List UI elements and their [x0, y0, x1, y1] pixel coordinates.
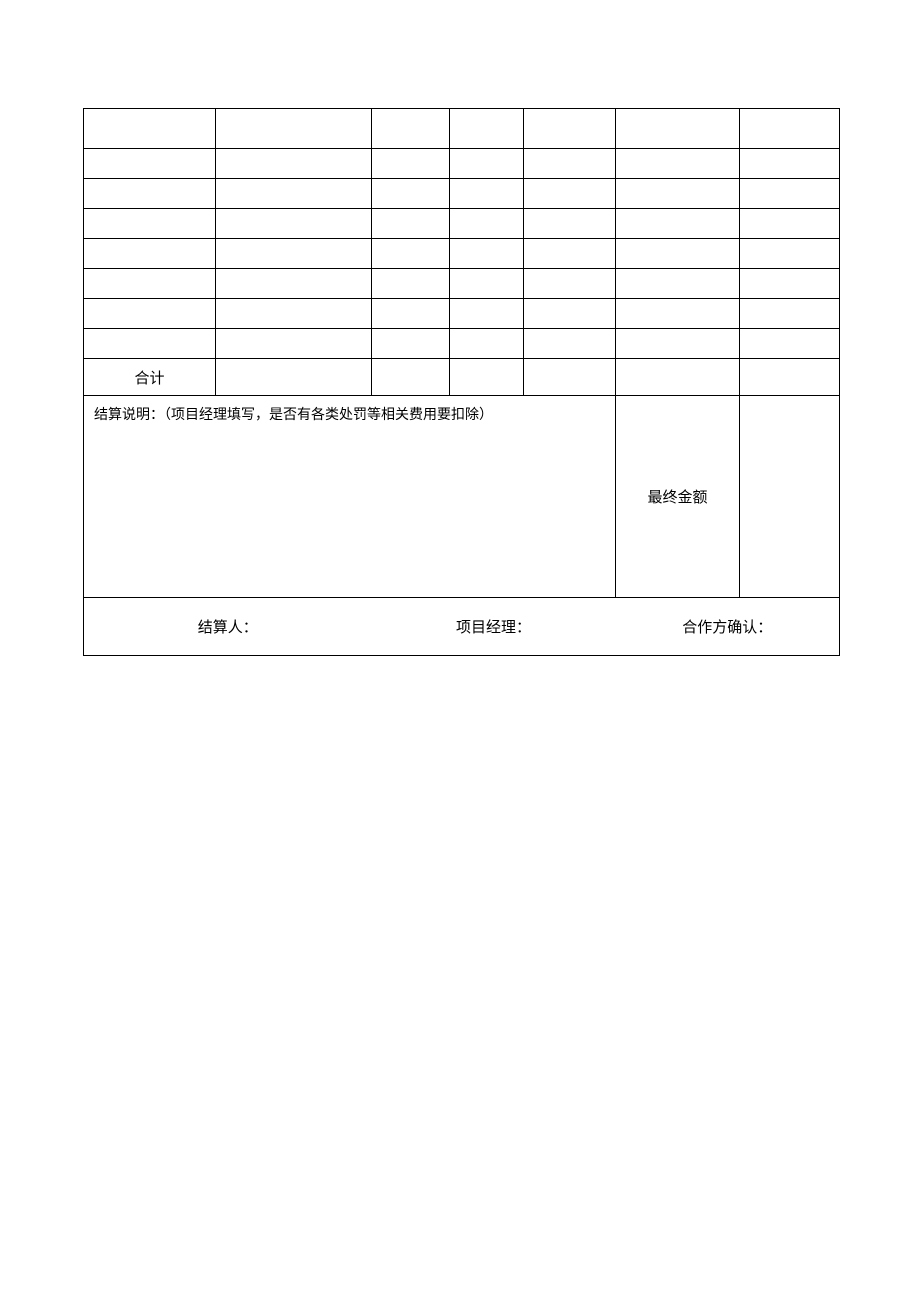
- table-cell: [740, 239, 840, 269]
- table-cell: [216, 239, 372, 269]
- table-cell: [372, 149, 450, 179]
- table-cell: [616, 109, 740, 149]
- table-cell: [740, 359, 840, 396]
- settlement-note-row: 结算说明：（项目经理填写，是否有各类处罚等相关费用要扣除） 最终金额: [84, 396, 840, 598]
- table-row: [84, 109, 840, 149]
- table-row: [84, 329, 840, 359]
- table-cell: [216, 179, 372, 209]
- table-cell: [450, 269, 524, 299]
- table-cell: [524, 299, 616, 329]
- table-row: [84, 209, 840, 239]
- table-cell: [740, 269, 840, 299]
- table-cell: [524, 329, 616, 359]
- table-cell: [616, 299, 740, 329]
- total-label-cell: 合计: [84, 359, 216, 396]
- table-cell: [84, 239, 216, 269]
- settlement-table-container: 合计 结算说明：（项目经理填写，是否有各类处罚等相关费用要扣除） 最终金额 结算…: [83, 108, 839, 656]
- table-cell: [372, 299, 450, 329]
- table-cell: [524, 109, 616, 149]
- total-row: 合计: [84, 359, 840, 396]
- table-row: [84, 179, 840, 209]
- table-cell: [216, 359, 372, 396]
- table-cell: [450, 329, 524, 359]
- table-cell: [84, 329, 216, 359]
- table-row: [84, 269, 840, 299]
- table-cell: [216, 269, 372, 299]
- table-cell: [616, 209, 740, 239]
- final-amount-label-cell: 最终金额: [616, 396, 740, 598]
- table-cell: [524, 359, 616, 396]
- table-cell: [616, 239, 740, 269]
- signature-row: 结算人： 项目经理： 合作方确认：: [84, 598, 840, 656]
- table-cell: [616, 329, 740, 359]
- table-cell: [740, 209, 840, 239]
- table-cell: [450, 299, 524, 329]
- table-cell: [84, 109, 216, 149]
- table-cell: [450, 359, 524, 396]
- table-cell: [524, 239, 616, 269]
- table-cell: [740, 179, 840, 209]
- table-cell: [372, 239, 450, 269]
- table-cell: [616, 149, 740, 179]
- table-row: [84, 239, 840, 269]
- table-cell: [372, 179, 450, 209]
- table-cell: [216, 149, 372, 179]
- table-cell: [524, 269, 616, 299]
- table-cell: [616, 179, 740, 209]
- partner-confirm-signature-cell: 合作方确认：: [616, 598, 840, 656]
- table-cell: [740, 149, 840, 179]
- table-cell: [450, 209, 524, 239]
- table-cell: [524, 209, 616, 239]
- settlement-note-cell: 结算说明：（项目经理填写，是否有各类处罚等相关费用要扣除）: [84, 396, 616, 598]
- table-cell: [524, 179, 616, 209]
- settlement-table: 合计 结算说明：（项目经理填写，是否有各类处罚等相关费用要扣除） 最终金额 结算…: [83, 108, 840, 656]
- table-cell: [84, 149, 216, 179]
- table-cell: [216, 209, 372, 239]
- table-cell: [372, 359, 450, 396]
- table-row: [84, 299, 840, 329]
- table-cell: [616, 269, 740, 299]
- table-cell: [84, 209, 216, 239]
- table-cell: [216, 109, 372, 149]
- table-cell: [372, 109, 450, 149]
- table-cell: [216, 299, 372, 329]
- table-cell: [740, 329, 840, 359]
- table-cell: [84, 299, 216, 329]
- settler-signature-cell: 结算人：: [84, 598, 372, 656]
- table-row: [84, 149, 840, 179]
- table-cell: [372, 329, 450, 359]
- table-cell: [616, 359, 740, 396]
- table-cell: [372, 209, 450, 239]
- table-cell: [450, 179, 524, 209]
- table-cell: [740, 299, 840, 329]
- table-cell: [84, 179, 216, 209]
- table-cell: [740, 109, 840, 149]
- table-cell: [450, 149, 524, 179]
- table-cell: [372, 269, 450, 299]
- project-manager-signature-cell: 项目经理：: [372, 598, 616, 656]
- table-cell: [84, 269, 216, 299]
- table-cell: [450, 239, 524, 269]
- table-cell: [524, 149, 616, 179]
- table-cell: [450, 109, 524, 149]
- final-amount-value-cell: [740, 396, 840, 598]
- table-cell: [216, 329, 372, 359]
